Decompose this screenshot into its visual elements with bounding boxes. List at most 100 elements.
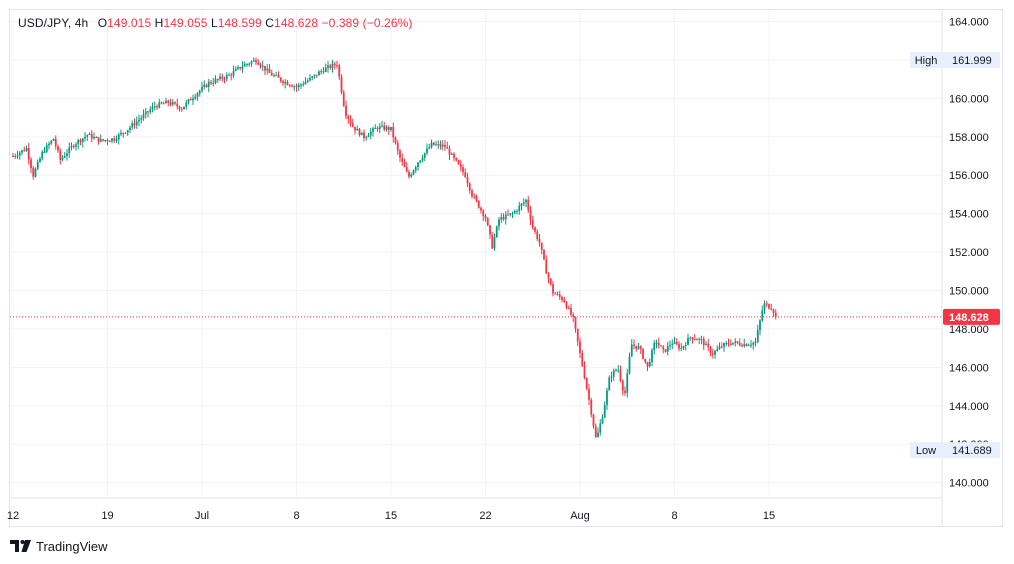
candle[interactable] <box>639 345 642 355</box>
candle[interactable] <box>201 81 203 93</box>
candle[interactable] <box>750 340 752 348</box>
candle[interactable] <box>21 149 23 156</box>
candle[interactable] <box>225 72 228 82</box>
candle[interactable] <box>432 142 435 146</box>
candle[interactable] <box>264 65 266 76</box>
candle[interactable] <box>772 308 775 317</box>
candle[interactable] <box>711 348 714 359</box>
candle[interactable] <box>108 140 111 142</box>
candle[interactable] <box>561 295 563 303</box>
candle[interactable] <box>549 277 552 286</box>
candle[interactable] <box>203 80 206 90</box>
candle[interactable] <box>135 116 138 129</box>
candle[interactable] <box>540 242 543 255</box>
tradingview-logo[interactable]: TradingView <box>10 538 108 554</box>
candle[interactable] <box>106 138 109 146</box>
candle[interactable] <box>696 338 698 341</box>
candle[interactable] <box>372 126 374 137</box>
candle[interactable] <box>309 74 311 82</box>
candle[interactable] <box>583 361 586 380</box>
candle[interactable] <box>387 125 390 135</box>
candle[interactable] <box>129 125 131 133</box>
candle[interactable] <box>484 213 487 222</box>
candle[interactable] <box>543 249 545 261</box>
candle[interactable] <box>178 105 181 112</box>
candle[interactable] <box>390 126 392 132</box>
candle[interactable] <box>444 140 446 151</box>
candle[interactable] <box>72 144 75 149</box>
candle[interactable] <box>768 303 770 310</box>
candle[interactable] <box>61 155 64 162</box>
candle[interactable] <box>594 423 597 439</box>
candle[interactable] <box>90 130 93 143</box>
candle[interactable] <box>720 342 723 349</box>
candle[interactable] <box>295 83 298 92</box>
candle[interactable] <box>347 114 350 125</box>
candle[interactable] <box>25 145 28 152</box>
candle[interactable] <box>734 338 737 347</box>
candle[interactable] <box>698 337 701 345</box>
candle[interactable] <box>437 140 440 150</box>
candle[interactable] <box>257 59 260 66</box>
candle[interactable] <box>367 132 370 138</box>
candle[interactable] <box>237 65 239 71</box>
candle[interactable] <box>419 160 422 164</box>
candle[interactable] <box>464 168 467 179</box>
candle[interactable] <box>619 365 622 383</box>
candle[interactable] <box>243 61 246 67</box>
candle[interactable] <box>513 209 516 215</box>
candle[interactable] <box>374 124 377 130</box>
candle[interactable] <box>741 343 743 348</box>
candle[interactable] <box>684 341 687 351</box>
candle[interactable] <box>306 78 309 84</box>
candle[interactable] <box>248 62 251 67</box>
candle[interactable] <box>581 350 584 368</box>
candle[interactable] <box>239 66 242 71</box>
candle[interactable] <box>273 73 275 78</box>
candle[interactable] <box>525 198 527 207</box>
candle[interactable] <box>745 343 748 347</box>
candle[interactable] <box>268 63 271 74</box>
candle[interactable] <box>160 101 163 105</box>
candle[interactable] <box>207 78 210 93</box>
candle[interactable] <box>435 140 437 146</box>
candle[interactable] <box>756 324 759 344</box>
candle[interactable] <box>291 83 293 88</box>
candle[interactable] <box>277 71 280 78</box>
candle[interactable] <box>770 303 773 311</box>
candle[interactable] <box>383 121 386 132</box>
candle[interactable] <box>585 377 588 391</box>
candle[interactable] <box>588 383 590 406</box>
candle[interactable] <box>318 69 320 76</box>
candle[interactable] <box>493 233 496 251</box>
candle[interactable] <box>241 61 244 73</box>
candle[interactable] <box>459 159 462 172</box>
candle[interactable] <box>608 375 611 391</box>
candle[interactable] <box>111 137 113 144</box>
candle[interactable] <box>124 132 127 134</box>
candle[interactable] <box>313 74 316 79</box>
candle[interactable] <box>360 132 363 136</box>
candle[interactable] <box>507 209 509 216</box>
candle[interactable] <box>536 229 539 242</box>
candle[interactable] <box>70 142 73 151</box>
candle[interactable] <box>176 98 179 110</box>
candle[interactable] <box>333 61 336 70</box>
candle[interactable] <box>450 152 453 156</box>
candle[interactable] <box>590 397 593 418</box>
candle[interactable] <box>30 157 32 174</box>
candle[interactable] <box>376 126 379 132</box>
candle[interactable] <box>489 224 491 239</box>
candle[interactable] <box>212 77 215 87</box>
candle[interactable] <box>174 101 176 106</box>
candle[interactable] <box>405 161 408 173</box>
candle[interactable] <box>531 215 534 230</box>
candles[interactable] <box>12 57 777 439</box>
candle[interactable] <box>147 110 149 118</box>
candle[interactable] <box>601 414 604 425</box>
candle[interactable] <box>340 74 343 95</box>
candle[interactable] <box>345 100 347 120</box>
candle[interactable] <box>752 341 755 350</box>
candle[interactable] <box>635 345 638 352</box>
candle[interactable] <box>428 143 431 150</box>
